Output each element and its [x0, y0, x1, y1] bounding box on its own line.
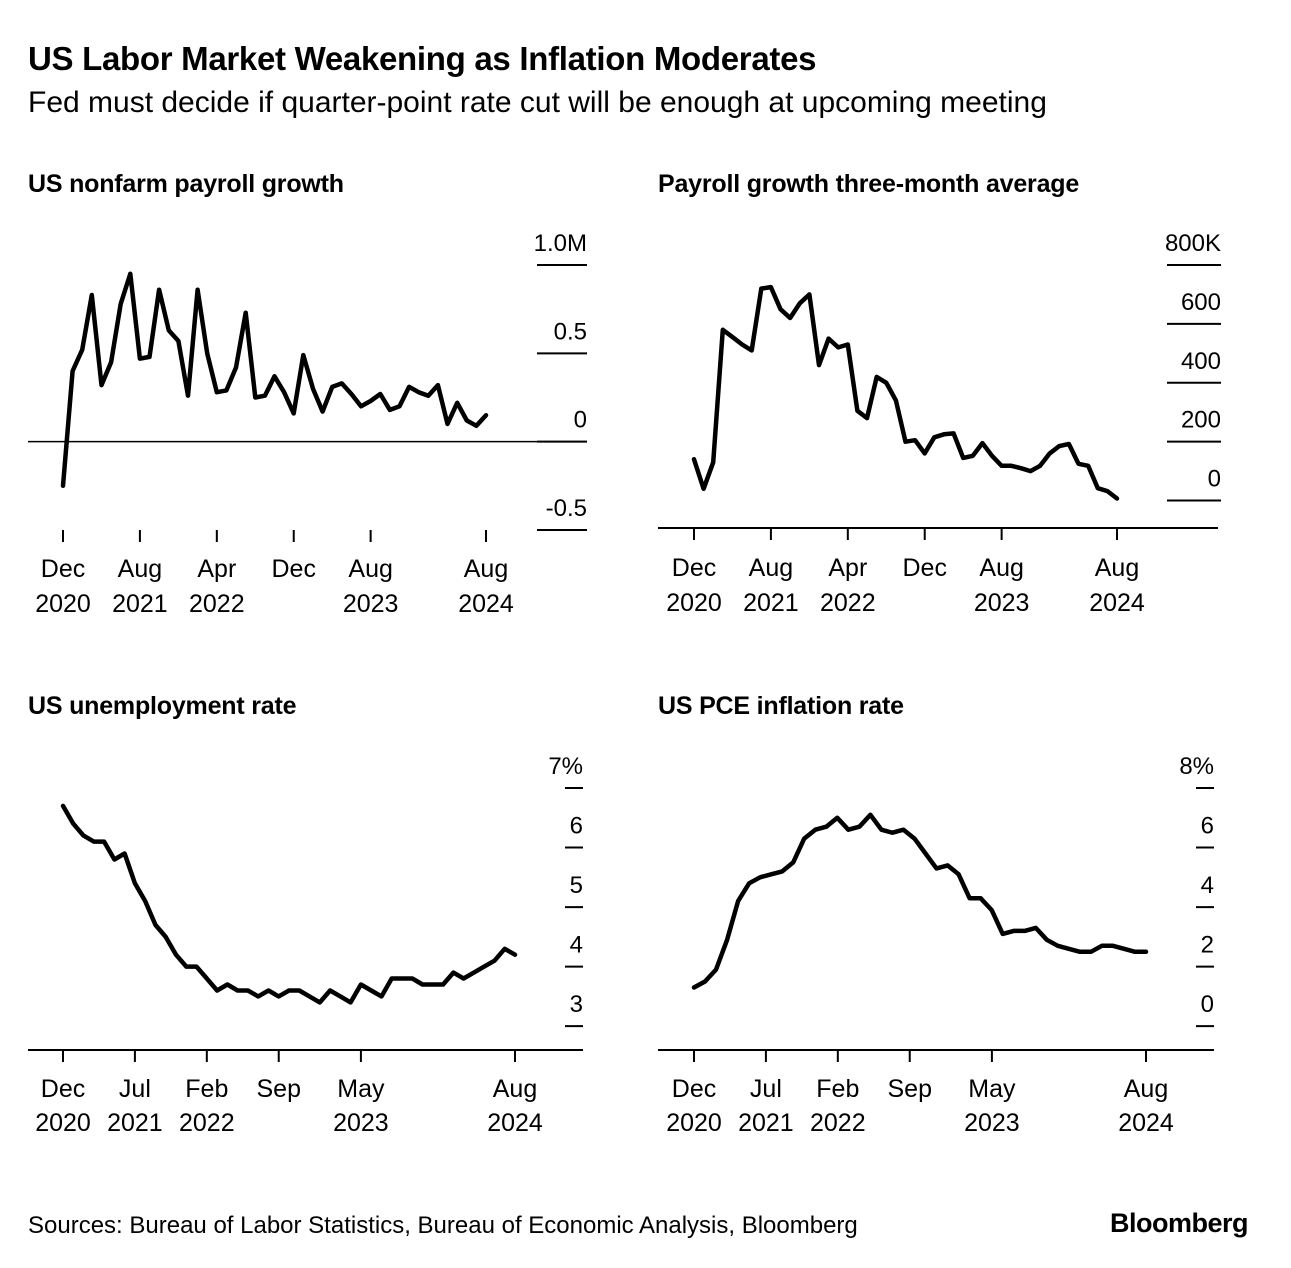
y-tick-label-pce: 0: [1201, 991, 1214, 1018]
x-tick-label-payroll-avg: Aug: [1095, 554, 1139, 582]
x-tick-label-payroll-avg: Apr: [828, 554, 867, 582]
x-tick-label-pce: 2024: [1118, 1109, 1174, 1137]
x-tick-label-payroll-avg: 2020: [666, 589, 722, 617]
x-tick-label-payroll-avg: Aug: [749, 554, 793, 582]
x-tick-label-payroll: 2024: [458, 590, 514, 618]
y-tick-label-pce: 2: [1201, 932, 1214, 959]
x-tick-label-pce: 2020: [666, 1109, 722, 1137]
y-tick-label-unemployment: 7%: [548, 753, 583, 780]
y-tick-label-unemployment: 6: [570, 813, 583, 840]
chart-title-payroll: US nonfarm payroll growth: [28, 170, 344, 198]
x-tick-label-unemployment: 2021: [107, 1109, 163, 1137]
x-tick-label-pce: Sep: [887, 1075, 931, 1103]
page-title: US Labor Market Weakening as Inflation M…: [28, 40, 817, 77]
series-line-pce: [691, 812, 1149, 990]
x-tick-label-pce: Aug: [1124, 1075, 1168, 1103]
x-tick-label-payroll-avg: 2023: [974, 589, 1030, 617]
x-tick-label-pce: Jul: [750, 1075, 782, 1103]
x-tick-label-payroll-avg: 2021: [743, 589, 799, 617]
x-tick-label-unemployment: 2020: [35, 1109, 91, 1137]
x-tick-label-unemployment: Aug: [493, 1075, 537, 1103]
y-tick-label-pce: 4: [1201, 872, 1214, 899]
x-tick-label-pce: May: [968, 1075, 1016, 1103]
y-tick-label-unemployment: 4: [570, 932, 583, 959]
series-line-payroll-avg: [691, 284, 1120, 501]
y-tick-label-unemployment: 5: [570, 872, 583, 899]
x-tick-label-payroll-avg: Dec: [672, 554, 716, 582]
x-tick-label-unemployment: May: [337, 1075, 385, 1103]
x-tick-label-pce: Dec: [672, 1075, 716, 1103]
x-tick-label-unemployment: Dec: [41, 1075, 85, 1103]
x-tick-label-payroll: Dec: [271, 555, 315, 583]
page-subtitle: Fed must decide if quarter-point rate cu…: [28, 86, 1047, 119]
x-tick-label-payroll: 2021: [112, 590, 168, 618]
chart-title-payroll-avg: Payroll growth three-month average: [658, 170, 1080, 198]
bloomberg-logo: Bloomberg: [1110, 1208, 1249, 1238]
x-tick-label-payroll: Apr: [197, 555, 236, 583]
y-tick-label-payroll-avg: 200: [1181, 407, 1221, 434]
x-tick-label-payroll-avg: 2022: [820, 589, 876, 617]
x-tick-label-unemployment: 2024: [487, 1109, 543, 1137]
series-line-payroll: [60, 271, 489, 489]
chart-title-pce: US PCE inflation rate: [658, 692, 904, 720]
x-tick-label-pce: 2021: [738, 1109, 794, 1137]
y-tick-label-pce: 6: [1201, 813, 1214, 840]
source-note: Sources: Bureau of Labor Statistics, Bur…: [28, 1212, 858, 1239]
y-tick-label-unemployment: 3: [570, 991, 583, 1018]
x-tick-label-unemployment: Jul: [119, 1075, 151, 1103]
y-tick-label-payroll: 1.0M: [534, 230, 587, 257]
x-tick-label-payroll-avg: Dec: [902, 554, 946, 582]
y-tick-label-payroll: -0.5: [546, 495, 587, 522]
x-tick-label-payroll: 2023: [343, 590, 399, 618]
x-tick-label-unemployment: 2023: [333, 1109, 389, 1137]
y-tick-label-payroll-avg: 0: [1208, 466, 1221, 493]
y-tick-label-payroll-avg: 400: [1181, 348, 1221, 375]
x-tick-label-payroll: Aug: [348, 555, 392, 583]
chart-title-unemployment: US unemployment rate: [28, 692, 297, 720]
x-tick-label-pce: 2022: [810, 1109, 866, 1137]
x-tick-label-payroll: Dec: [41, 555, 85, 583]
x-tick-label-unemployment: Feb: [185, 1075, 228, 1103]
y-tick-label-payroll-avg: 800K: [1165, 230, 1221, 257]
y-tick-label-pce: 8%: [1179, 753, 1214, 780]
x-tick-label-unemployment: Sep: [256, 1075, 300, 1103]
x-tick-label-pce: 2023: [964, 1109, 1020, 1137]
x-tick-label-payroll: Aug: [464, 555, 508, 583]
y-tick-label-payroll: 0.5: [554, 318, 587, 345]
series-line-unemployment: [60, 803, 518, 1005]
x-tick-label-payroll: 2020: [35, 590, 91, 618]
x-tick-label-payroll-avg: Aug: [979, 554, 1023, 582]
x-tick-label-payroll-avg: 2024: [1089, 589, 1145, 617]
y-tick-label-payroll: 0: [574, 407, 587, 434]
x-tick-label-pce: Feb: [816, 1075, 859, 1103]
y-tick-label-payroll-avg: 600: [1181, 289, 1221, 316]
x-tick-label-payroll: 2022: [189, 590, 245, 618]
x-tick-label-unemployment: 2022: [179, 1109, 235, 1137]
x-tick-label-payroll: Aug: [118, 555, 162, 583]
